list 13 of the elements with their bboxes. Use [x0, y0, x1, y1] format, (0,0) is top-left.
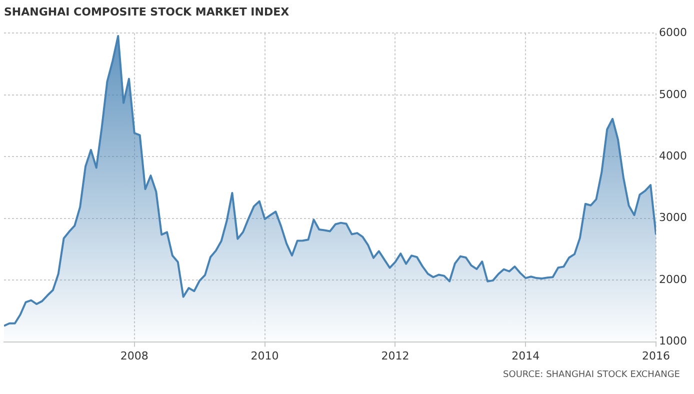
y-tick-label: 3000 [659, 211, 688, 224]
x-tick-label: 2012 [381, 349, 410, 362]
y-tick-label: 1000 [659, 334, 688, 348]
x-tick-label: 2008 [120, 349, 148, 362]
y-tick-label: 5000 [659, 88, 688, 101]
y-tick-label: 4000 [659, 150, 688, 162]
source-note: SOURCE: SHANGHAI STOCK EXCHANGE [502, 370, 681, 380]
x-tick-label: 2016 [642, 349, 670, 362]
x-tick-label: 2014 [512, 349, 540, 362]
chart-title: SHANGHAI COMPOSITE STOCK MARKET INDEX [4, 5, 290, 18]
y-tick-label: 6000 [659, 26, 688, 40]
x-tick-label: 2010 [250, 349, 279, 362]
y-tick-label: 2000 [659, 272, 688, 286]
